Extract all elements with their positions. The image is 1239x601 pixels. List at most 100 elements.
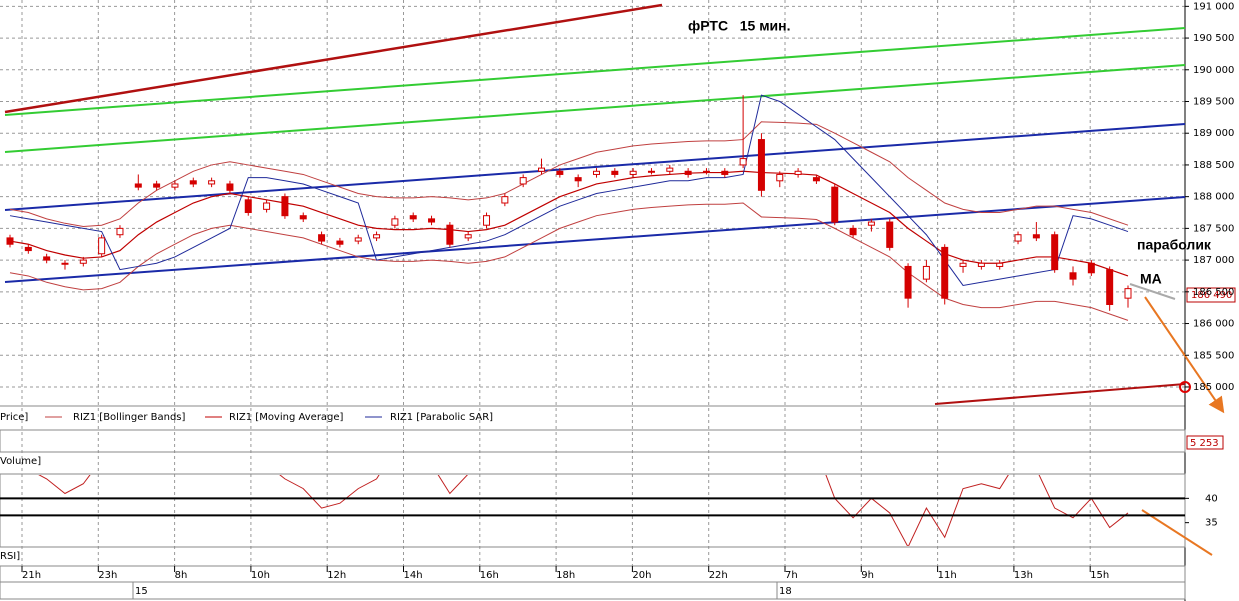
candle-body bbox=[867, 221, 875, 226]
trend-line bbox=[4, 123, 1186, 211]
price-tag bbox=[1186, 287, 1236, 303]
y-tick-label: 190 000 bbox=[1193, 65, 1234, 76]
candle-body bbox=[501, 196, 509, 204]
candle-body bbox=[996, 262, 1004, 267]
candle-body bbox=[684, 170, 692, 175]
candle-body bbox=[189, 180, 197, 185]
trend-line bbox=[4, 196, 1186, 283]
candle-body bbox=[116, 227, 124, 236]
rsi-line bbox=[38, 475, 1129, 546]
candle-body bbox=[1069, 272, 1077, 280]
candle-body bbox=[519, 177, 527, 185]
x-tick-label: 7h bbox=[785, 570, 798, 581]
x-tick-label: 23h bbox=[98, 570, 117, 581]
candle-body bbox=[281, 196, 289, 217]
candle-body bbox=[299, 215, 307, 220]
rsi-tick-label: 35 bbox=[1205, 518, 1218, 529]
y-tick-label: 186 000 bbox=[1193, 319, 1234, 330]
candle-body bbox=[849, 227, 857, 236]
candle-body bbox=[904, 265, 912, 299]
y-tick-label: 185 000 bbox=[1193, 382, 1234, 393]
y-tick-label: 191 000 bbox=[1193, 1, 1234, 12]
candle-body bbox=[428, 218, 436, 223]
parabolic-sar bbox=[9, 94, 1129, 287]
candle-body bbox=[61, 262, 69, 265]
y-tick-label: 190 500 bbox=[1193, 33, 1234, 44]
rsi-tick-label: 40 bbox=[1205, 493, 1218, 504]
candle-body bbox=[666, 167, 674, 172]
candle-body bbox=[391, 218, 399, 226]
candle-body bbox=[244, 199, 252, 214]
candle-body bbox=[629, 170, 637, 175]
annotation: MA bbox=[1140, 271, 1162, 287]
candle-body bbox=[538, 167, 546, 172]
x-tick-label: 21h bbox=[22, 570, 41, 581]
forecast-arrow bbox=[1144, 296, 1225, 414]
candle-body bbox=[831, 186, 839, 223]
candle-body bbox=[776, 173, 784, 182]
y-tick-label: 188 500 bbox=[1193, 160, 1234, 171]
last-price: 186 490 bbox=[1191, 290, 1232, 301]
candle-body bbox=[1124, 288, 1132, 299]
x-tick-label: 11h bbox=[938, 570, 957, 581]
candle-body bbox=[318, 234, 326, 242]
candle-body bbox=[446, 224, 454, 245]
candle-body bbox=[153, 183, 161, 188]
candle-body bbox=[757, 139, 765, 191]
date-label: 15 bbox=[135, 586, 148, 597]
trend-lines bbox=[4, 3, 1225, 556]
panel-title: Volume] bbox=[0, 456, 41, 467]
x-tick-label: 15h bbox=[1090, 570, 1109, 581]
x-tick-label: 16h bbox=[480, 570, 499, 581]
forecast-arrow bbox=[1141, 509, 1213, 556]
candle-body bbox=[464, 234, 472, 239]
chart-title: фРТС 15 мин. bbox=[688, 18, 791, 34]
candle-body bbox=[702, 170, 710, 173]
candle-body bbox=[721, 170, 729, 175]
y-tick-label: 187 500 bbox=[1193, 223, 1234, 234]
candle-body bbox=[226, 183, 234, 191]
candle-body bbox=[922, 265, 930, 280]
candle-body bbox=[483, 215, 491, 226]
y-tick-label: 189 500 bbox=[1193, 97, 1234, 108]
ma-pointer bbox=[1129, 283, 1176, 300]
rsi-panel bbox=[0, 473, 1186, 548]
x-tick-label: 22h bbox=[709, 570, 728, 581]
y-tick-label: 185 500 bbox=[1193, 350, 1234, 361]
bollinger-lower bbox=[9, 202, 1129, 321]
legend-label: RIZ1 [Bollinger Bands] bbox=[73, 412, 186, 423]
rsi-series bbox=[38, 475, 1129, 546]
candle-body bbox=[6, 237, 14, 245]
x-tick-label: 18h bbox=[556, 570, 575, 581]
candle-body bbox=[354, 237, 362, 242]
candle-body bbox=[886, 221, 894, 248]
candle-body bbox=[977, 262, 985, 267]
candle-body bbox=[409, 215, 417, 220]
trend-line bbox=[4, 27, 1186, 116]
y-tick-label: 187 000 bbox=[1193, 255, 1234, 266]
x-tick-label: 12h bbox=[327, 570, 346, 581]
bollinger-upper bbox=[9, 121, 1129, 227]
candle-body bbox=[1014, 234, 1022, 242]
candle-body bbox=[556, 170, 564, 175]
candle-body bbox=[941, 246, 949, 299]
candle-body bbox=[1106, 269, 1114, 305]
candle-body bbox=[24, 246, 32, 252]
grid bbox=[0, 0, 1185, 566]
candle-body bbox=[1051, 234, 1059, 271]
volume-tag bbox=[1186, 435, 1224, 450]
x-tick-label: 13h bbox=[1014, 570, 1033, 581]
x-tick-label: 14h bbox=[404, 570, 423, 581]
candle-body bbox=[574, 177, 582, 182]
candle-body bbox=[43, 256, 51, 261]
x-tick-label: 8h bbox=[175, 570, 188, 581]
volume-panel bbox=[0, 429, 1186, 453]
candle-body bbox=[959, 262, 967, 267]
candle-body bbox=[1032, 234, 1040, 239]
candle-body bbox=[794, 170, 802, 175]
y-tick-label: 186 500 bbox=[1193, 287, 1234, 298]
candle-body bbox=[647, 170, 655, 173]
x-tick-label: 9h bbox=[861, 570, 874, 581]
marker-circle bbox=[1179, 381, 1191, 393]
candle-body bbox=[98, 237, 106, 255]
